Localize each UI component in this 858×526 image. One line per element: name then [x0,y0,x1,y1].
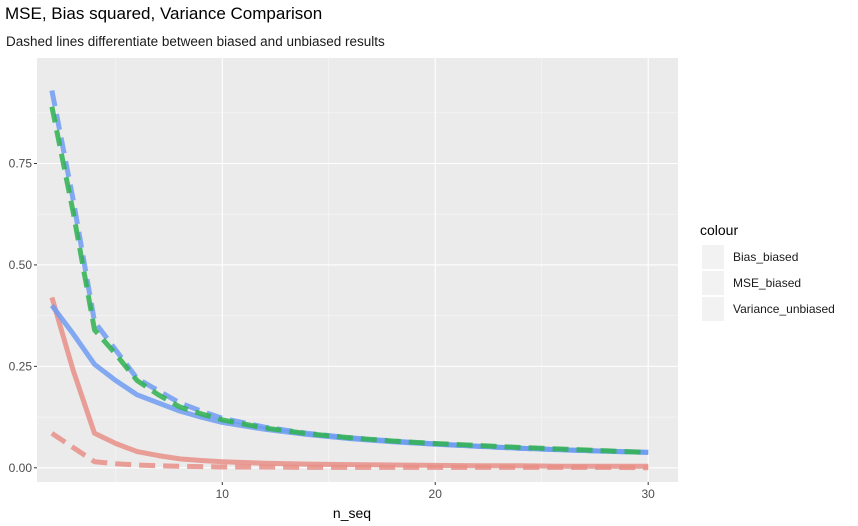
x-tick-label: 20 [429,487,443,501]
plot-panel [37,58,678,482]
legend-label: Bias_biased [733,250,798,264]
y-axis: 0.00 0.25 0.50 0.75 [9,156,37,475]
y-tick-label: 0.50 [9,258,33,272]
legend-key [702,245,724,269]
x-tick-label: 10 [216,487,230,501]
legend-key [702,297,724,321]
series-line-4 [49,106,649,455]
legend: colour Bias_biased MSE_biased Variance_unb… [700,222,835,321]
legend-title: colour [700,222,738,238]
y-tick-label: 0.75 [9,156,33,170]
legend-label: MSE_biased [733,276,801,290]
legend-label: Variance_unbiased [733,302,835,316]
legend-key [702,271,724,295]
series-line-0 [49,296,649,469]
y-tick-label: 0.00 [9,461,33,475]
x-tick-label: 30 [642,487,656,501]
series-line-1 [50,431,649,471]
x-axis-title: n_seq [333,505,371,521]
series-layer [49,90,649,471]
chart-subtitle: Dashed lines differentiate between biase… [6,34,385,49]
minor-gridlines [37,58,678,482]
y-tick-label: 0.25 [9,359,33,373]
chart-title: MSE, Bias squared, Variance Comparison [5,4,323,23]
x-axis: 10 20 30 [216,482,656,501]
